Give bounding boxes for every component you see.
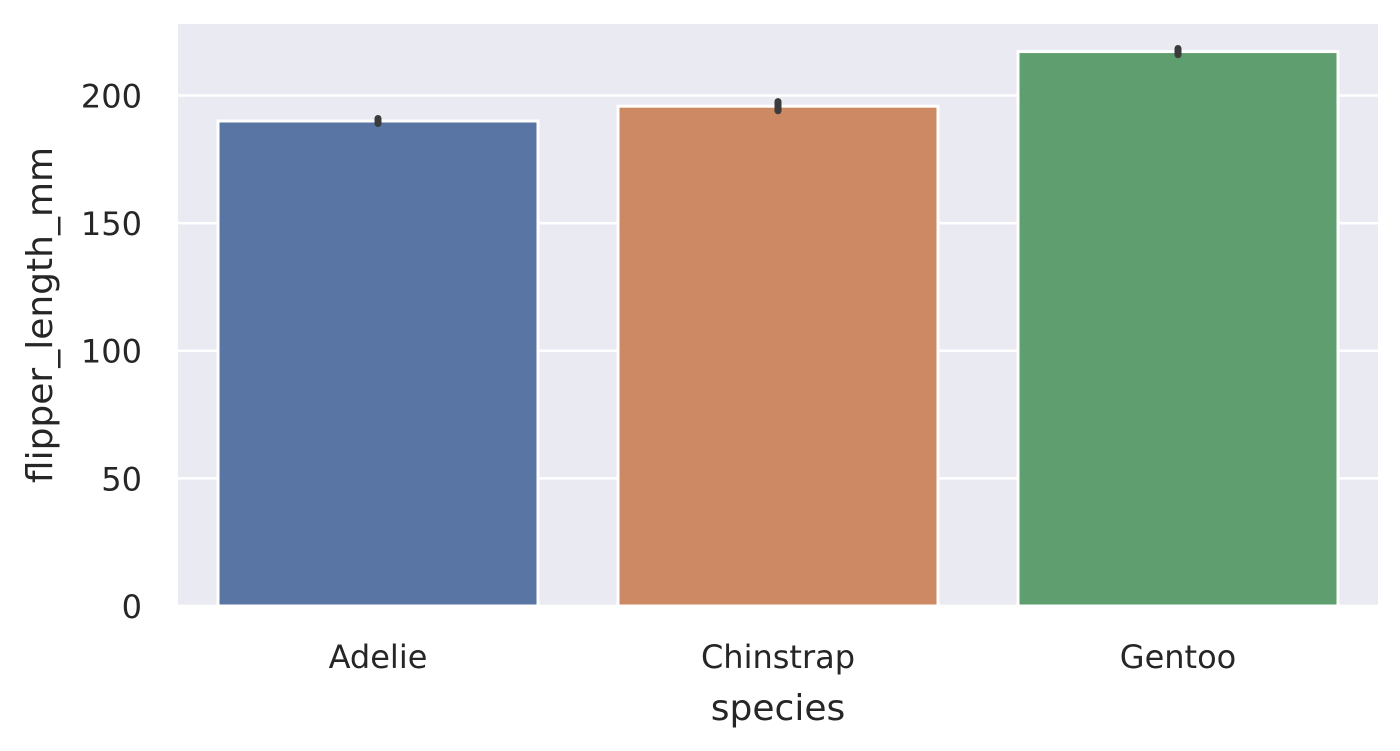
y-tick-labels: 0 50 100 150 200 — [81, 77, 142, 626]
x-tick-label: Adelie — [329, 638, 428, 676]
bar-chinstrap — [616, 104, 940, 608]
error-bars — [374, 45, 1182, 128]
y-tick-label: 50 — [101, 460, 142, 498]
x-axis-title: species — [711, 688, 845, 729]
x-tick-label: Gentoo — [1120, 638, 1236, 676]
y-axis-title: flipper_length_mm — [20, 147, 61, 483]
y-tick-label: 200 — [81, 77, 142, 115]
y-tick-label: 150 — [81, 205, 142, 243]
x-tick-label: Chinstrap — [701, 638, 855, 676]
y-tick-label: 100 — [81, 333, 142, 371]
bar-adelie — [216, 119, 540, 608]
bar-gentoo — [1016, 50, 1340, 608]
bars — [216, 50, 1340, 608]
y-tick-label: 0 — [122, 588, 142, 626]
x-tick-labels: Adelie Chinstrap Gentoo — [329, 638, 1237, 676]
